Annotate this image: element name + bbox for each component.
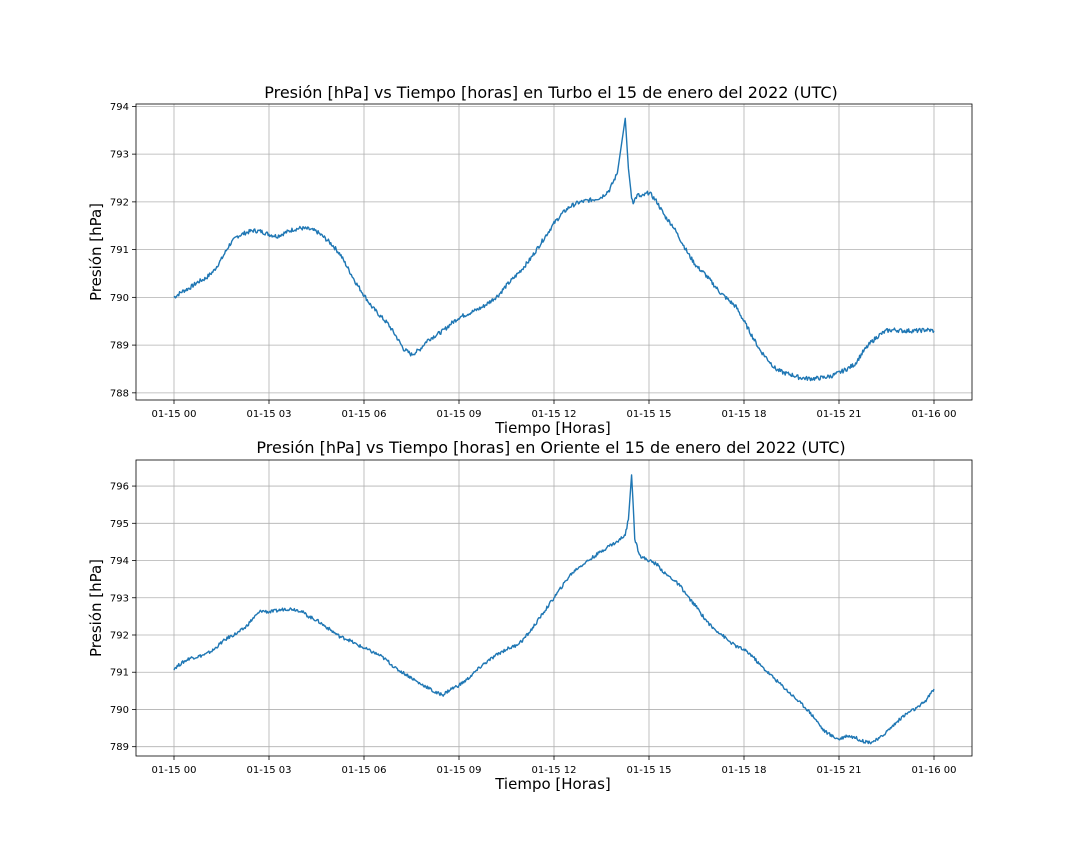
y-tick-label: 791 xyxy=(110,245,129,256)
x-axis-label: Tiempo [Horas] xyxy=(494,775,611,793)
x-tick-label: 01-15 15 xyxy=(627,765,672,776)
x-tick-label: 01-15 09 xyxy=(437,409,482,420)
y-tick-label: 788 xyxy=(110,388,129,399)
grid xyxy=(136,104,972,400)
x-axis-label: Tiempo [Horas] xyxy=(494,419,611,437)
y-tick-label: 792 xyxy=(110,630,129,641)
y-tick-label: 796 xyxy=(110,482,129,493)
x-tick-label: 01-15 03 xyxy=(247,765,292,776)
y-axis: 788 789 790 791 792 793 794 xyxy=(110,102,136,399)
x-tick-label: 01-15 21 xyxy=(817,409,862,420)
x-tick-label: 01-15 06 xyxy=(342,765,387,776)
series-line xyxy=(173,474,935,745)
y-tick-label: 795 xyxy=(110,519,129,530)
y-tick-label: 790 xyxy=(110,705,129,716)
x-tick-label: 01-15 03 xyxy=(247,409,292,420)
chart-oriente: Presión [hPa] vs Tiempo [horas] en Orien… xyxy=(87,438,973,793)
grid xyxy=(136,460,972,756)
y-tick-label: 792 xyxy=(110,197,129,208)
y-tick-label: 793 xyxy=(110,593,129,604)
chart-title: Presión [hPa] vs Tiempo [horas] en Turbo… xyxy=(264,83,838,102)
chart-title: Presión [hPa] vs Tiempo [horas] en Orien… xyxy=(256,438,845,457)
y-tick-label: 789 xyxy=(110,742,129,753)
y-axis-label: Presión [hPa] xyxy=(87,203,105,301)
x-tick-label: 01-15 21 xyxy=(817,765,862,776)
x-tick-label: 01-15 12 xyxy=(532,409,577,420)
x-tick-label: 01-15 06 xyxy=(342,409,387,420)
x-tick-label: 01-15 09 xyxy=(437,765,482,776)
chart-turbo: Presión [hPa] vs Tiempo [horas] en Turbo… xyxy=(87,83,973,437)
x-axis: 01-15 00 01-15 03 01-15 06 01-15 09 01-15 12… xyxy=(152,400,957,420)
y-tick-label: 790 xyxy=(110,293,129,304)
y-axis: 789 790 791 792 793 794 795 796 xyxy=(110,482,136,753)
x-tick-label: 01-16 00 xyxy=(912,409,957,420)
x-tick-label: 01-15 00 xyxy=(152,409,197,420)
x-tick-label: 01-15 12 xyxy=(532,765,577,776)
x-tick-label: 01-15 15 xyxy=(627,409,672,420)
x-axis: 01-15 00 01-15 03 01-15 06 01-15 09 01-15 12… xyxy=(152,756,957,776)
x-tick-label: 01-15 18 xyxy=(722,409,767,420)
y-axis-label: Presión [hPa] xyxy=(87,559,105,657)
y-tick-label: 794 xyxy=(110,556,129,567)
x-tick-label: 01-16 00 xyxy=(912,765,957,776)
y-tick-label: 794 xyxy=(110,102,129,113)
y-tick-label: 789 xyxy=(110,341,129,352)
y-tick-label: 791 xyxy=(110,668,129,679)
series-line xyxy=(173,117,935,382)
y-tick-label: 793 xyxy=(110,150,129,161)
x-tick-label: 01-15 00 xyxy=(152,765,197,776)
x-tick-label: 01-15 18 xyxy=(722,765,767,776)
